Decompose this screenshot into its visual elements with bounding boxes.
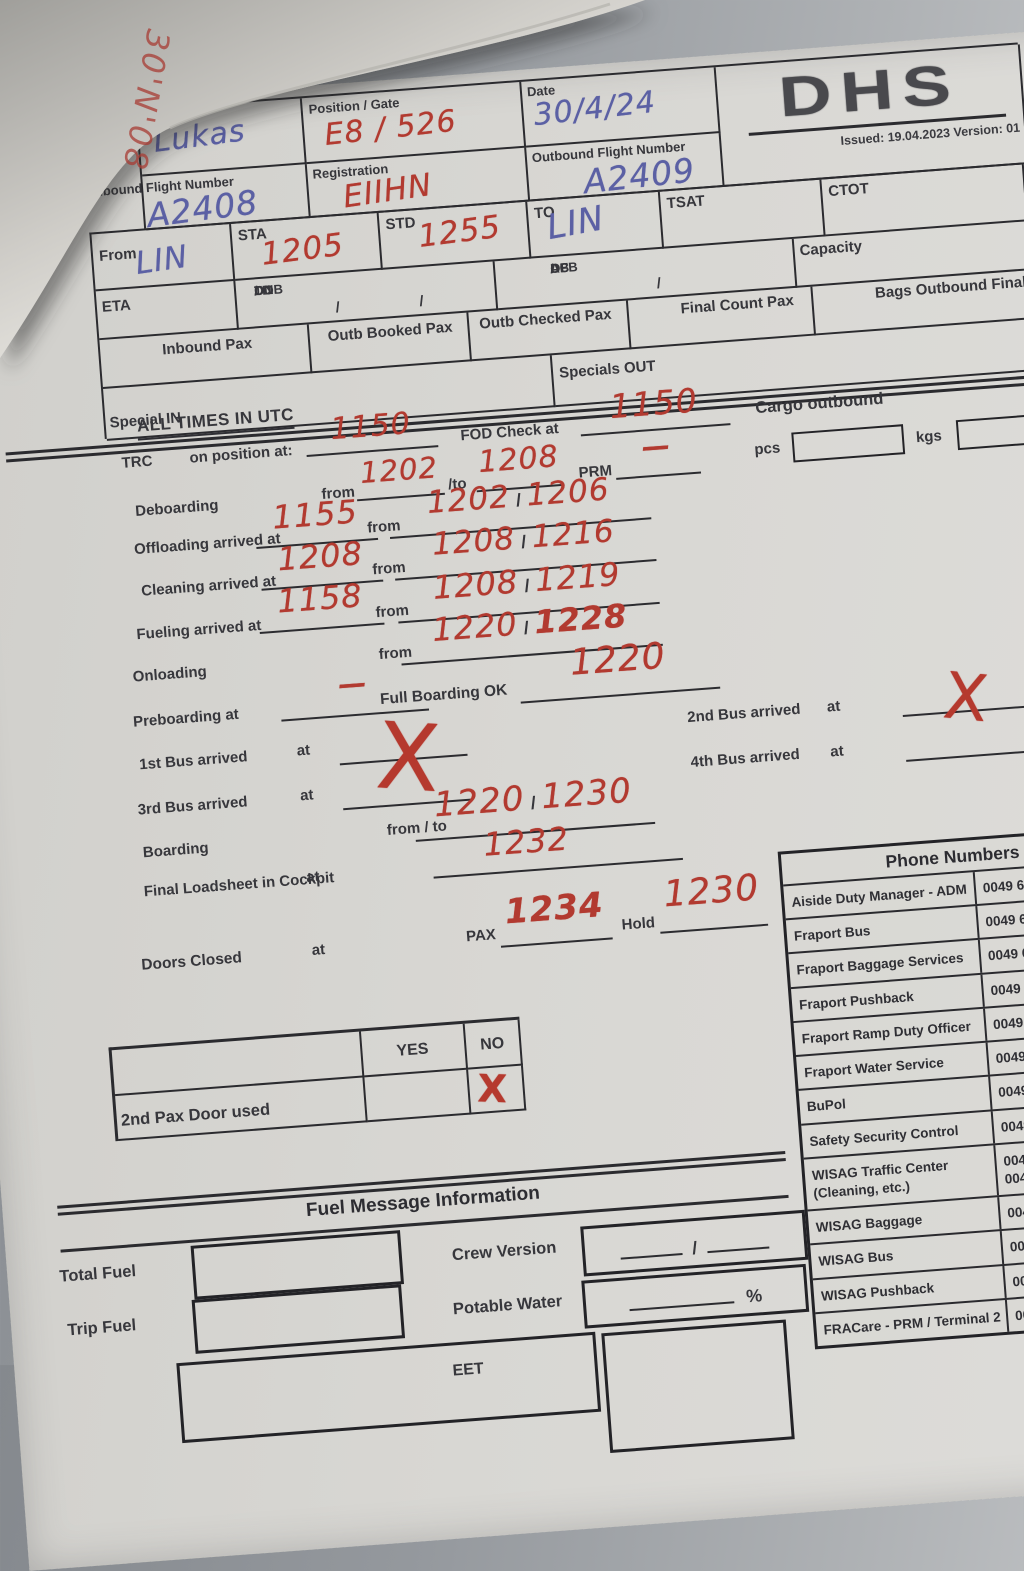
cleaning-to-handwriting: 1216 (530, 513, 616, 556)
offloading-to-handwriting: 1206 (525, 471, 611, 514)
bus2-at-label: at (826, 697, 841, 716)
boarding-slash: / (530, 792, 537, 814)
capacity-label: Capacity (799, 237, 863, 260)
doors-hold-blank: 1230 (656, 867, 769, 934)
doors-hold-handwriting: 1230 (662, 867, 761, 916)
trip-fuel-label: Trip Fuel (66, 1316, 137, 1340)
on-position-label: on position at: (188, 442, 294, 467)
loadsheet-at-label: at (305, 868, 321, 887)
fueling-arrived-blank: 1158 (256, 576, 385, 634)
ctot-label: CTOT (827, 180, 870, 201)
bus4-at-label: at (829, 742, 845, 761)
doors-pax-blank: 1234 (497, 885, 613, 948)
boarding-from-handwriting: 1220 (432, 778, 526, 826)
pax-door-no-cell: X (468, 1065, 527, 1115)
onloading-label: Onloading (132, 663, 208, 686)
cleaning-arrived-handwriting: 1208 (276, 534, 365, 579)
deboarding-label: Deboarding (134, 496, 220, 520)
phone-numbers-table: Phone Numbers Aiside Duty Manager - ADM 0… (777, 825, 1024, 1350)
bus1-label: 1st Bus arrived (138, 748, 249, 774)
crew-version-blank-1 (620, 1253, 683, 1260)
fueling-to-handwriting: 1219 (533, 554, 622, 600)
bus3-label: 3rd Bus arrived (137, 793, 249, 819)
cleaning-slash: / (520, 531, 527, 553)
potable-water-label: Potable Water (452, 1292, 563, 1319)
eet-label: EET (452, 1360, 485, 1380)
offloading-arrived-handwriting: 1155 (271, 492, 360, 537)
fueling-from-handwriting: 1208 (431, 562, 520, 607)
preboarding-dash-handwriting: — (337, 666, 369, 702)
doors-at-label: at (311, 941, 326, 959)
crew-version-label: Crew Version (451, 1238, 557, 1265)
crew-version-blank-2 (707, 1246, 770, 1254)
doors-pax-label: PAX (465, 926, 497, 946)
folded-page-shape (0, 0, 645, 358)
offloading-from-handwriting: 1202 (425, 478, 512, 522)
bus2-label: 2nd Bus arrived (686, 700, 802, 727)
folded-page-corner: 30'N'08 (0, 0, 645, 358)
onloading-to-handwriting: 1228 (533, 596, 629, 642)
pax-door-label: 2nd Pax Door used (120, 1100, 271, 1130)
percent-label: % (745, 1285, 763, 1307)
trc-label: TRC (121, 452, 154, 472)
yes-label: YES (395, 1040, 430, 1060)
cleaning-from-handwriting: 1208 (430, 520, 517, 563)
boarding-label: Boarding (142, 839, 210, 862)
fueling-label: Fueling arrived at (135, 616, 262, 644)
total-fuel-label: Total Fuel (58, 1262, 137, 1286)
onloading-from-handwriting: 1220 (430, 604, 519, 649)
folded-page-crease (169, 2, 611, 130)
doors-closed-label: Doors Closed (140, 949, 243, 974)
bottom-right-box-partial (601, 1319, 795, 1454)
loadsheet-handwriting: 1232 (482, 819, 571, 864)
bus1-at-label: at (296, 741, 311, 760)
offloading-slash: / (515, 490, 522, 511)
bus3-at-label: at (299, 786, 315, 805)
full-boarding-handwriting: 1220 (568, 635, 668, 684)
onloading-slash: / (523, 617, 530, 639)
bus4-label: 4th Bus arrived (690, 745, 801, 772)
pax-door-no-header: NO (464, 1019, 523, 1070)
boarding-to-handwriting: 1230 (539, 770, 634, 818)
potable-water-blank (629, 1301, 735, 1312)
doors-pax-handwriting: 1234 (503, 885, 605, 933)
crew-version-slash: / (691, 1237, 698, 1259)
pax-door-no-x-mark: X (476, 1066, 508, 1112)
deboarding-to-handwriting: 1208 (477, 439, 560, 481)
doors-hold-label: Hold (621, 914, 656, 934)
preboarding-label: Preboarding at (132, 705, 240, 731)
bus-right-x-mark: X (940, 659, 992, 738)
pax-door-yes-header: YES (360, 1023, 469, 1078)
no-label: NO (479, 1034, 505, 1054)
fueling-arrived-handwriting: 1158 (275, 576, 364, 621)
fueling-slash: / (523, 575, 531, 596)
pax-door-yes-cell (364, 1069, 472, 1123)
prm-dash-handwriting: — (640, 428, 673, 464)
